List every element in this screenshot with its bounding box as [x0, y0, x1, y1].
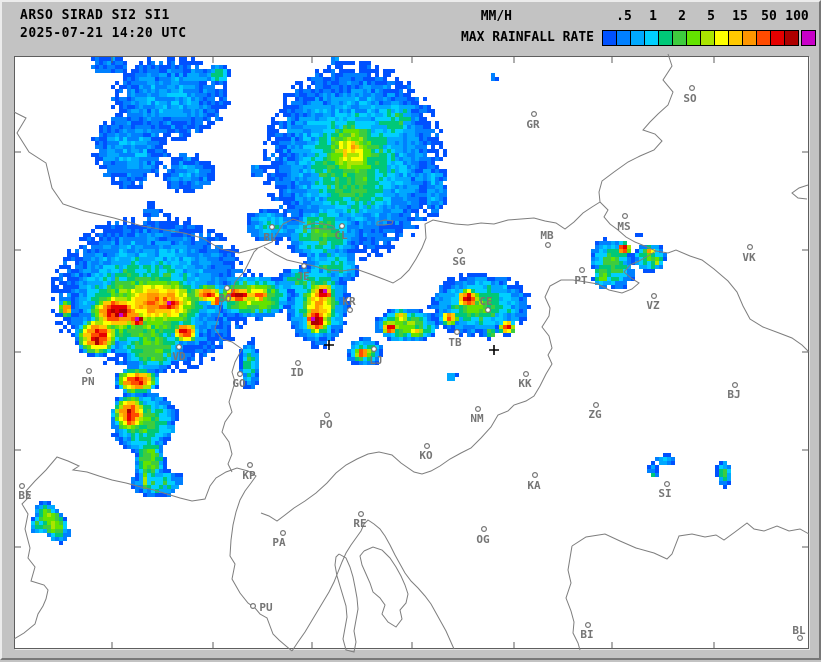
legend-tick-label: 15: [732, 9, 748, 24]
legend-tick-label: 2: [678, 9, 686, 24]
radar-precipitation-canvas: [15, 57, 808, 648]
legend-color-cell: [603, 31, 616, 45]
legend-units-label: MM/H: [480, 9, 512, 24]
legend-color-cell: [645, 31, 658, 45]
legend-title: MAX RAINFALL RATE: [460, 30, 594, 45]
legend-color-cell: [673, 31, 686, 45]
legend-color-cell: [785, 31, 798, 45]
legend-color-cell: [701, 31, 714, 45]
legend-color-cell: [617, 31, 630, 45]
colorbar-main-cells: [602, 30, 799, 46]
radar-map-area: [14, 56, 809, 649]
legend-color-cell: [743, 31, 756, 45]
legend-tick-label: 100: [785, 9, 809, 24]
legend-color-cell: [631, 31, 644, 45]
legend-color-cell: [729, 31, 742, 45]
legend-color-cell: [687, 31, 700, 45]
colorbar-max-cell: [801, 30, 816, 46]
legend-color-cell: [771, 31, 784, 45]
legend-colorbar: [602, 30, 816, 46]
legend-color-cell: [715, 31, 728, 45]
legend-tick-label: .5: [616, 9, 632, 24]
colorbar-gap: [799, 30, 801, 46]
legend-tick-label: 5: [707, 9, 715, 24]
legend-tick-label: 1: [649, 9, 657, 24]
legend-color-cell: [757, 31, 770, 45]
legend-color-cell: [659, 31, 672, 45]
legend-tick-label: 50: [761, 9, 777, 24]
product-title: ARSO SIRAD SI2 SI1: [20, 8, 170, 23]
timestamp: 2025-07-21 14:20 UTC: [20, 26, 187, 41]
